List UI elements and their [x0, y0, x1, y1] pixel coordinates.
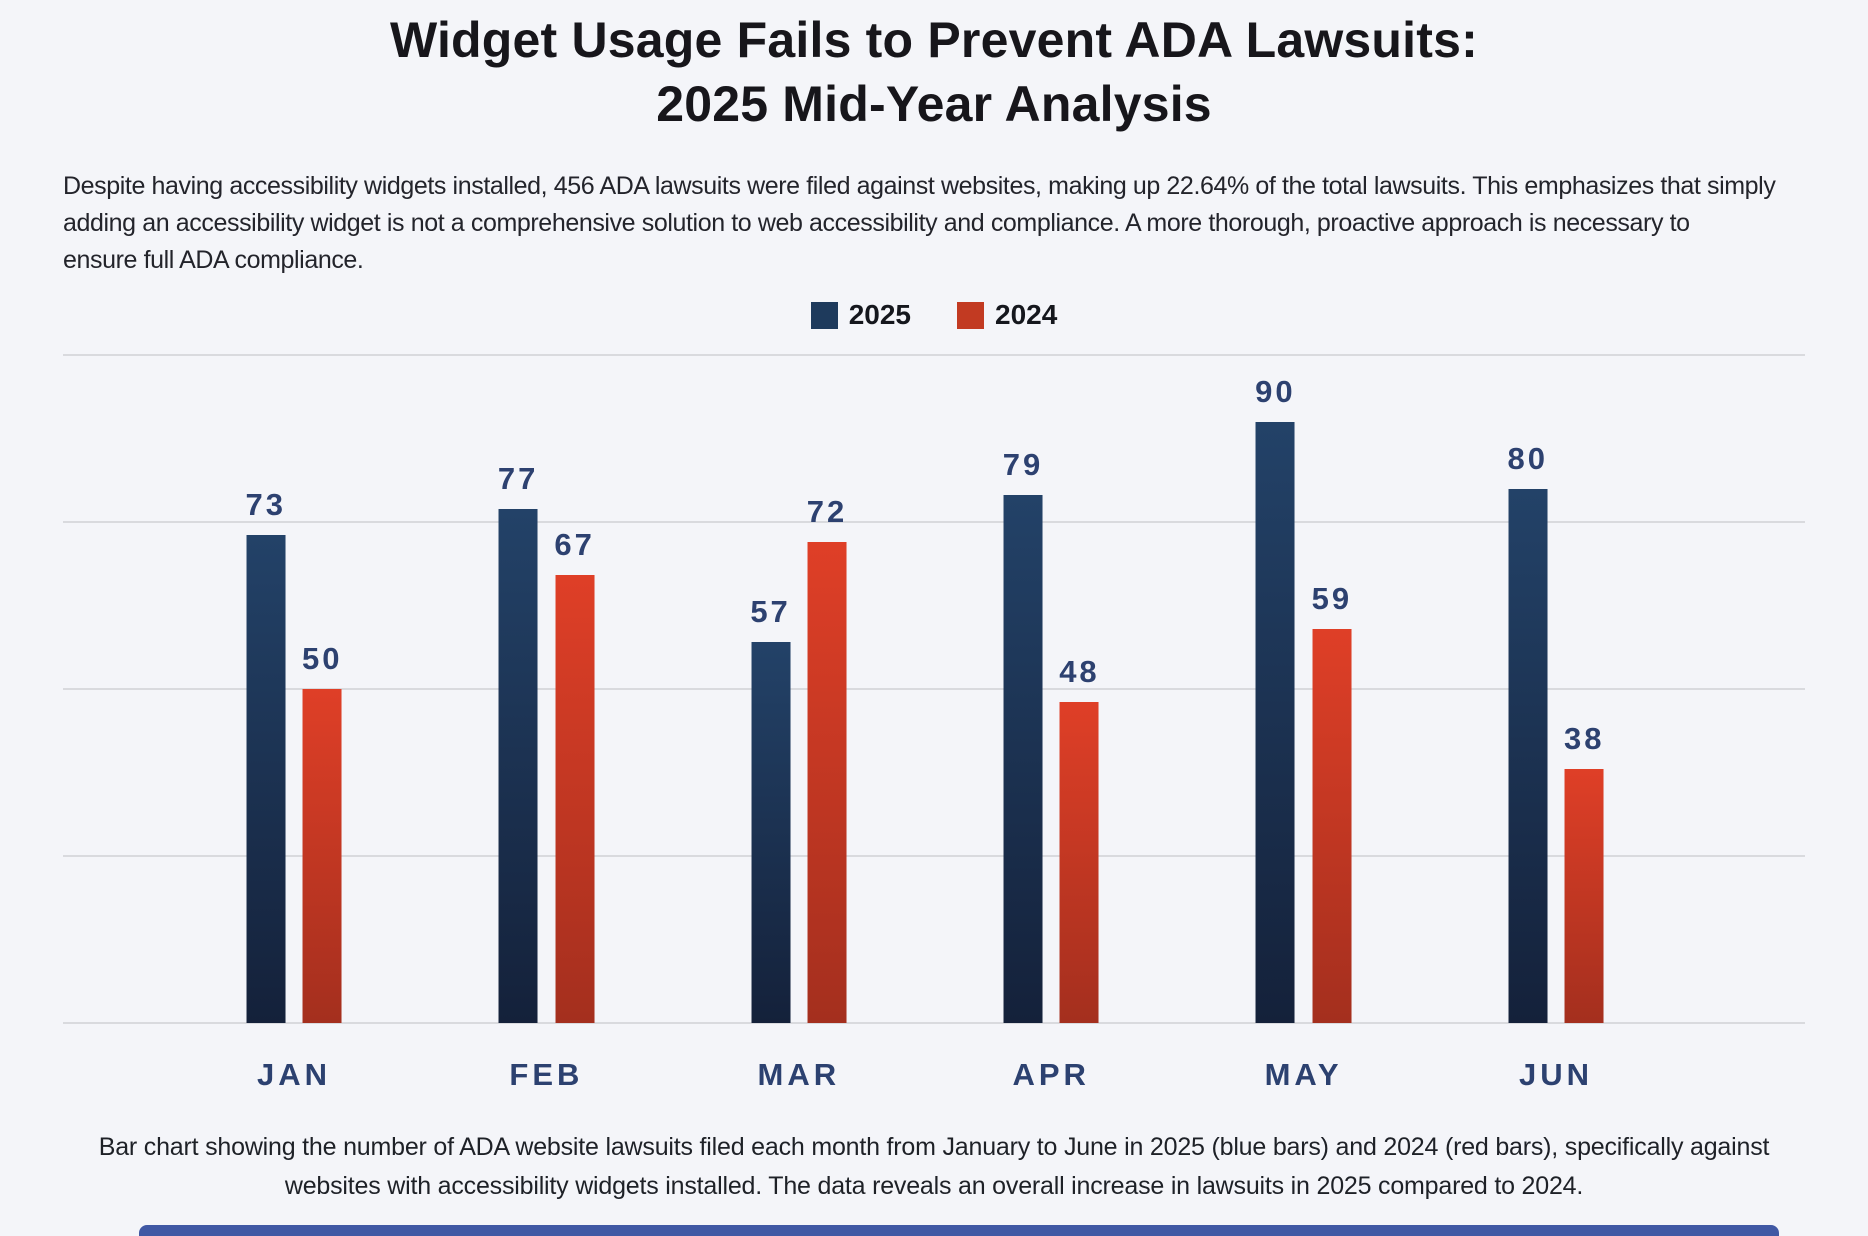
bar-group-jan: 73 50 JAN: [246, 355, 343, 1092]
legend-swatch-2024: [957, 301, 984, 329]
bar-column-2025: 79: [1003, 355, 1043, 1023]
bar-value-label: 73: [245, 487, 286, 522]
x-axis-label-apr: APR: [1012, 1057, 1090, 1092]
bar-2025: [1003, 495, 1043, 1023]
title-line-2: 2025 Mid-Year Analysis: [656, 76, 1212, 132]
bar-value-label: 67: [554, 527, 595, 562]
bar-value-label: 90: [1255, 374, 1296, 409]
bar-column-2024: 50: [302, 355, 342, 1023]
x-axis-label-jan: JAN: [256, 1057, 332, 1092]
bar-2024: [1059, 702, 1099, 1023]
bar-column-2025: 80: [1508, 355, 1548, 1023]
bar-group-may: 90 59 MAY: [1255, 355, 1352, 1092]
gridline: [63, 521, 1805, 523]
bar-column-2024: 59: [1312, 355, 1352, 1023]
bar-2025: [751, 642, 791, 1023]
x-axis-label-mar: MAR: [757, 1057, 841, 1092]
bar-value-label: 72: [806, 494, 848, 529]
bar-group-mar: 57 72 MAR: [750, 355, 847, 1092]
bar-column-2025: 77: [498, 355, 538, 1023]
chart-caption: Bar chart showing the number of ADA webs…: [0, 1128, 1868, 1206]
gridline: [63, 354, 1805, 356]
legend-item-2024: 2024: [957, 299, 1057, 331]
legend-label-2025: 2025: [848, 299, 911, 330]
bar-column-2025: 90: [1255, 355, 1295, 1023]
bar-group-feb: 77 67 FEB: [498, 355, 595, 1092]
bar-2024: [1564, 769, 1604, 1023]
bar-2025: [246, 535, 286, 1023]
caption-line-1: Bar chart showing the number of ADA webs…: [98, 1133, 1770, 1161]
bar-column-2024: 48: [1059, 355, 1099, 1023]
gridline: [63, 1022, 1805, 1024]
page-title: Widget Usage Fails to Prevent ADA Lawsui…: [0, 8, 1868, 136]
legend-swatch-2025: [810, 301, 838, 329]
intro-line-1: Despite having accessibility widgets ins…: [63, 172, 1776, 200]
intro-paragraph: Despite having accessibility widgets ins…: [63, 168, 1833, 279]
bar-value-label: 57: [750, 594, 791, 629]
bar-value-label: 48: [1059, 654, 1100, 689]
bar-group-jun: 80 38 JUN: [1508, 355, 1605, 1092]
bar-group-apr: 79 48 APR: [1003, 355, 1100, 1092]
bar-column-2024: 38: [1564, 355, 1604, 1023]
chart-legend: 2025 2024: [0, 299, 1868, 331]
gridline: [63, 855, 1805, 857]
x-axis-label-feb: FEB: [509, 1057, 584, 1092]
bar-column-2025: 73: [246, 355, 286, 1023]
bar-value-label: 59: [1311, 581, 1353, 616]
bar-2025: [1508, 489, 1548, 1023]
bar-2024: [302, 689, 342, 1023]
bar-2025: [498, 509, 538, 1023]
intro-line-2: adding an accessibility widget is not a …: [63, 209, 1690, 237]
bottom-accent-bar: [139, 1225, 1779, 1236]
bar-2024: [807, 542, 847, 1023]
title-line-1: Widget Usage Fails to Prevent ADA Lawsui…: [390, 12, 1478, 68]
bar-2025: [1255, 422, 1295, 1023]
legend-item-2025: 2025: [810, 299, 911, 331]
bar-column-2024: 72: [807, 355, 847, 1023]
bar-2024: [1312, 629, 1352, 1023]
bar-value-label: 50: [302, 641, 343, 676]
bar-column-2024: 67: [554, 355, 595, 1023]
bar-column-2025: 57: [750, 355, 791, 1023]
bar-value-label: 80: [1507, 441, 1548, 476]
bar-chart: 73 50 JAN 77 67 FEB 57 72 MAR 79 48 APR 90 59 MAY 80 38 J…: [63, 354, 1805, 1092]
bar-2024: [555, 575, 595, 1023]
bar-value-label: 77: [497, 461, 539, 496]
intro-line-3: ensure full ADA compliance.: [63, 246, 364, 274]
bar-value-label: 38: [1564, 721, 1605, 756]
x-axis-label-jun: JUN: [1518, 1057, 1594, 1092]
gridline: [63, 688, 1805, 690]
caption-line-2: websites with accessibility widgets inst…: [284, 1172, 1584, 1200]
bar-value-label: 79: [1002, 447, 1044, 482]
x-axis-label-may: MAY: [1264, 1057, 1343, 1092]
legend-label-2024: 2024: [995, 299, 1058, 330]
